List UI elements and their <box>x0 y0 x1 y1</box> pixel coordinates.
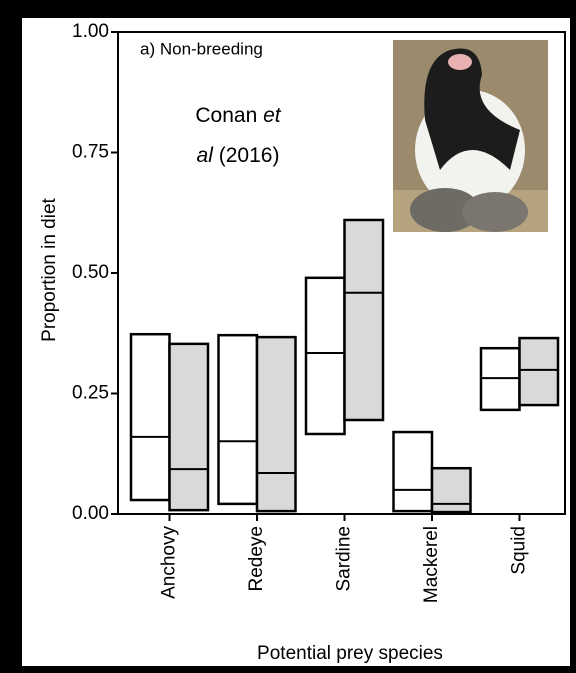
citation-text: (2016) <box>219 144 280 167</box>
range-box <box>255 335 297 513</box>
range-box <box>430 466 472 514</box>
x-tick-label: Squid <box>509 526 530 575</box>
x-tick-label: Redeye <box>246 526 267 592</box>
range-box <box>518 336 560 407</box>
range-box <box>129 332 171 502</box>
y-tick-label: 1.00 <box>72 21 109 42</box>
range-box <box>168 342 210 512</box>
y-tick-label: 0.50 <box>72 262 109 283</box>
y-tick-label: 0.00 <box>72 503 109 524</box>
annotation: a) Non-breeding <box>140 39 263 58</box>
y-axis-label: Proportion in diet <box>39 197 60 341</box>
citation: al (2016) <box>197 144 280 167</box>
range-box <box>392 430 434 513</box>
citation-text: et <box>263 104 282 127</box>
range-box <box>343 218 385 422</box>
x-tick-label: Anchovy <box>159 526 180 599</box>
photo <box>393 40 548 232</box>
citation-text: Conan <box>195 104 257 127</box>
y-tick-label: 0.25 <box>72 383 109 404</box>
citation: Conan et <box>195 104 281 127</box>
y-tick-label: 0.75 <box>72 142 109 163</box>
citation-text: al <box>197 144 215 167</box>
range-box <box>217 333 259 506</box>
range-box <box>304 276 346 436</box>
x-tick-label: Mackerel <box>421 526 442 603</box>
x-axis-label: Potential prey species <box>257 643 443 664</box>
x-tick-label: Sardine <box>334 526 355 592</box>
